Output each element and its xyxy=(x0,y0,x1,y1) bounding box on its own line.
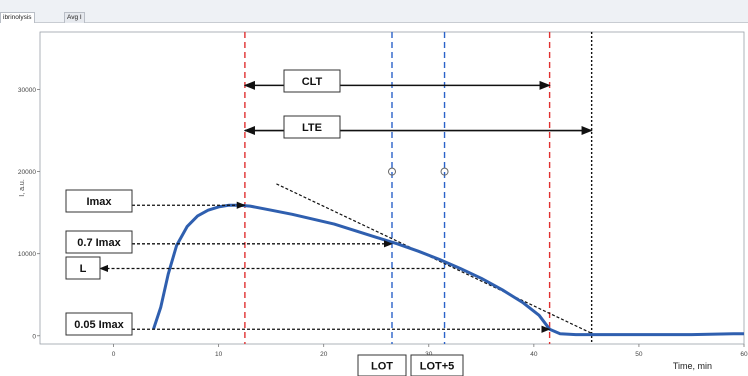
x-tick-label-10: 10 xyxy=(215,351,223,358)
imax005-box xyxy=(65,312,133,336)
tab-fibrinolysis[interactable]: ibrinolysis xyxy=(0,12,35,23)
x-tick-label-50: 50 xyxy=(635,351,643,358)
x-tick-label-20: 20 xyxy=(320,351,328,358)
clt-box xyxy=(283,69,341,93)
imax005-label: 0.05 Imax xyxy=(74,319,124,331)
lot5-box xyxy=(410,354,464,376)
marker-point-1 xyxy=(440,167,449,176)
x-tick-label-0: 0 xyxy=(112,351,116,358)
imax-label: Imax xyxy=(86,196,112,208)
y-axis-title: I, a.u. xyxy=(19,179,26,197)
y-tick-label-0: 0 xyxy=(32,333,36,340)
tab-bar: ibrinolysis Avg I xyxy=(0,0,748,23)
y-tick-label-30000: 30000 xyxy=(18,87,36,94)
lte-box xyxy=(283,115,341,139)
lot5-label: LOT+5 xyxy=(420,361,455,373)
lot-box xyxy=(357,354,407,376)
imax07-box xyxy=(65,230,133,254)
imax-box xyxy=(65,189,133,213)
tab-avg-i[interactable]: Avg I xyxy=(64,12,85,23)
marker-point-0 xyxy=(388,167,396,176)
series-line-0 xyxy=(152,203,744,337)
imax07-label: 0.7 Imax xyxy=(77,237,121,249)
lte-label: LTE xyxy=(302,122,322,134)
clt-label: CLT xyxy=(302,76,323,88)
tangent-line xyxy=(276,183,592,334)
y-tick-label-20000: 20000 xyxy=(18,169,36,176)
lot-label: LOT xyxy=(371,361,393,373)
x-tick-label-40: 40 xyxy=(530,351,538,358)
l-label: L xyxy=(80,263,87,275)
y-tick-label-10000: 10000 xyxy=(18,251,36,258)
x-axis-title: Time, min xyxy=(673,361,712,371)
l-box xyxy=(65,256,101,280)
x-tick-label-60: 60 xyxy=(740,351,748,358)
